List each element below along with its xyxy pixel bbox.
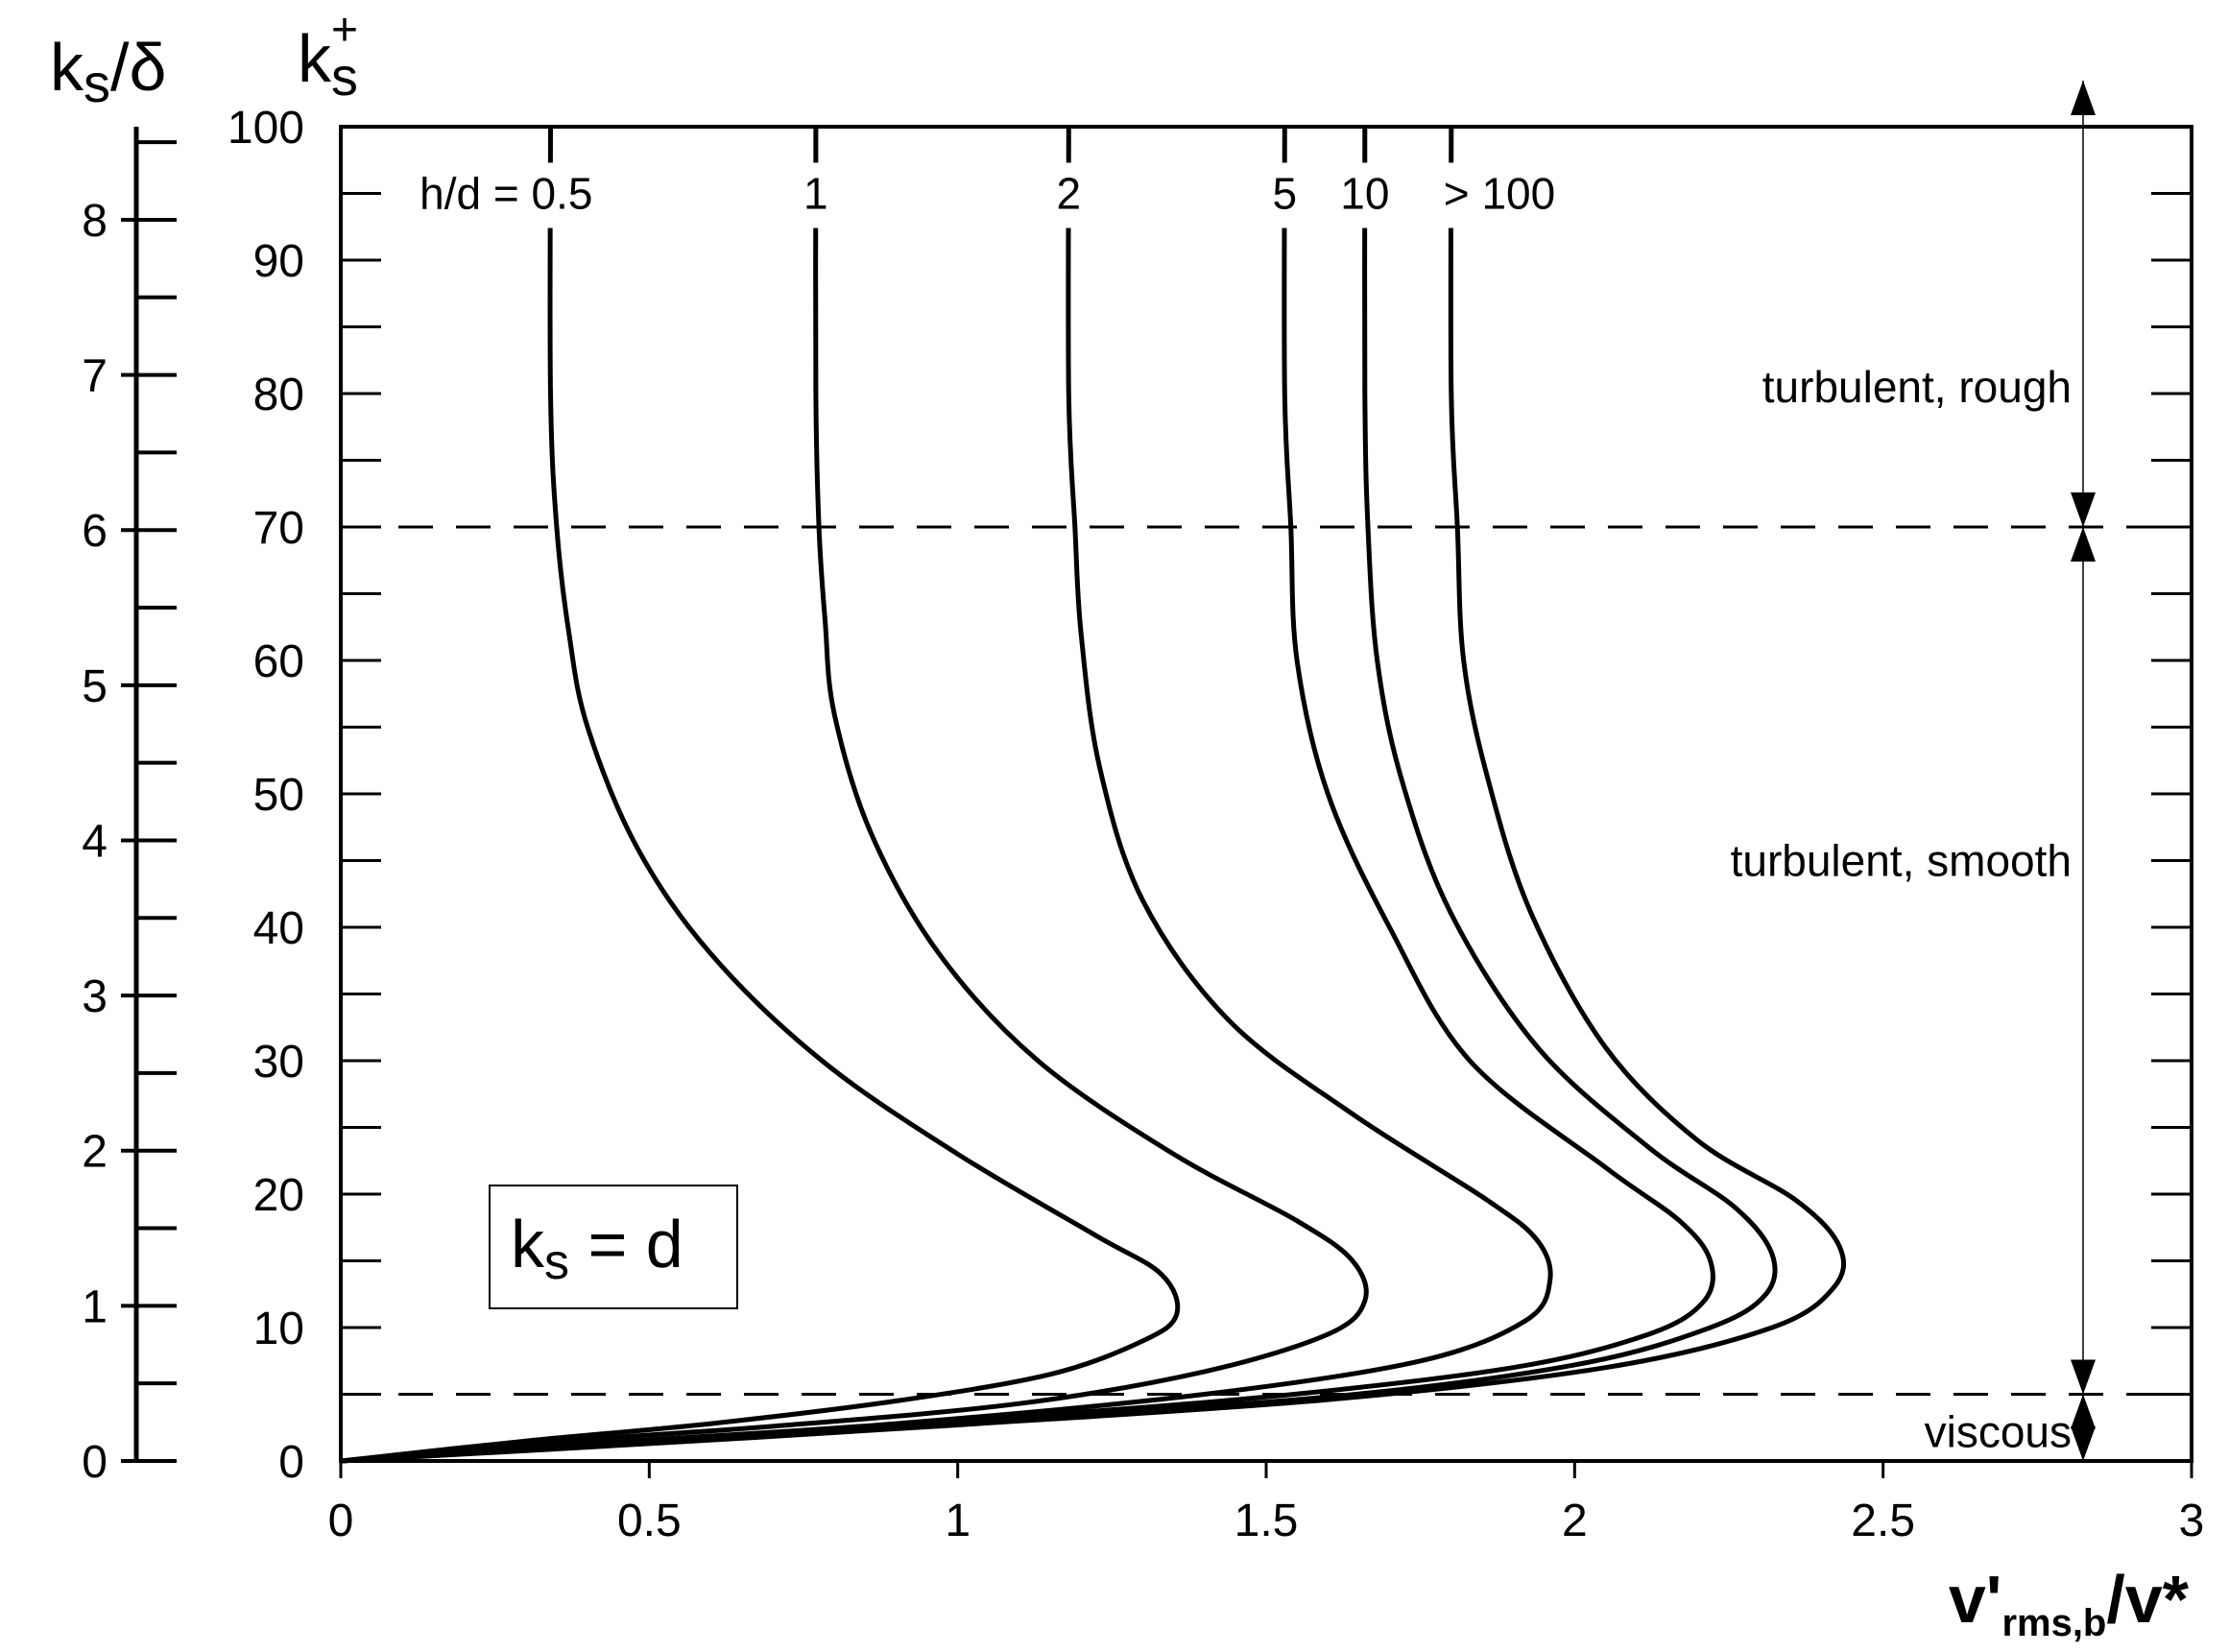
y2-tick-label: 0	[82, 1437, 108, 1488]
regime-label: turbulent, rough	[1762, 362, 2072, 412]
curve-label-bg	[1340, 162, 1390, 228]
regime-arrowhead-up	[2071, 1394, 2096, 1429]
y-tick-label: 100	[228, 103, 304, 154]
curve-series	[340, 126, 1778, 1464]
curve-label: 2	[1057, 169, 1082, 219]
y-tick-label: 50	[253, 770, 304, 821]
y-tick-label: 90	[253, 236, 304, 287]
y2-axis-label: ks/δ	[50, 30, 166, 113]
annotation-tail: = d	[569, 1207, 683, 1281]
curve-series	[340, 126, 1181, 1464]
y-tick-label: 20	[253, 1170, 304, 1221]
curve-label-bg	[1272, 162, 1298, 228]
regime-label: turbulent, smooth	[1731, 836, 2072, 886]
x-label-base: v'	[1949, 1562, 2002, 1637]
y2-tick-label: 2	[82, 1127, 108, 1178]
x-tick-label: 1	[945, 1496, 971, 1546]
y-axis-ticks: 0 10 20 30 40 50 60 70 80 90 100	[228, 103, 2192, 1488]
annotation-sub: s	[544, 1234, 569, 1290]
y-tick-label: 70	[253, 503, 304, 554]
x-tick-label: 1.5	[1234, 1496, 1299, 1546]
ks-delta-axis: 0 1 2 3 4 5 6 7 8	[82, 127, 177, 1488]
y-axis-label: ks+	[298, 5, 358, 107]
x-label-sub: rms,b	[2001, 1602, 2106, 1644]
y-tick-label: 10	[253, 1304, 304, 1354]
y-tick-label: 30	[253, 1037, 304, 1088]
curve-label-bg	[419, 162, 601, 228]
regime-arrowhead-down	[2071, 1359, 2096, 1395]
curve-label: > 100	[1444, 169, 1555, 219]
x-label-tail: /v*	[2106, 1562, 2189, 1637]
x-tick-label: 0.5	[617, 1496, 682, 1546]
regime-arrows: turbulent, rough turbulent, smooth viscous	[1731, 81, 2096, 1461]
curve-series	[340, 126, 1369, 1464]
regime-arrowhead-up	[2071, 527, 2096, 562]
x-tick-label: 2.5	[1851, 1496, 1915, 1546]
curve-labels: h/d = 0.5 1 2 5 10 > 100	[419, 162, 1556, 228]
annotation-base: k	[511, 1207, 545, 1281]
x-tick-label: 3	[2179, 1496, 2205, 1546]
regime-arrowhead-down	[2071, 1426, 2096, 1461]
x-axis-label: v'rms,b/v*	[1949, 1562, 2190, 1644]
y-label-sub: s	[331, 46, 358, 107]
y2-tick-label: 5	[82, 661, 108, 712]
y2-tick-label: 7	[82, 351, 108, 402]
regime-label: viscous	[1925, 1406, 2072, 1456]
curve-label: 10	[1340, 169, 1389, 219]
curve-label: 5	[1272, 169, 1297, 219]
y-label-base: k	[298, 21, 332, 96]
y-tick-label: 80	[253, 370, 304, 420]
y2-label-tail: /δ	[110, 30, 166, 105]
y-tick-label: 40	[253, 903, 304, 954]
annotation-text: ks = d	[511, 1207, 683, 1290]
curve-series	[340, 126, 1847, 1464]
threshold-lines	[341, 525, 2192, 1396]
y-label-sup: +	[331, 5, 358, 56]
y2-tick-label: 1	[82, 1281, 108, 1332]
curve-label-bg	[1443, 162, 1556, 228]
regime-arrowhead-up	[2071, 81, 2096, 115]
y-tick-label: 0	[278, 1437, 304, 1488]
curve-label: 1	[803, 169, 828, 219]
annotation-box	[489, 1185, 738, 1309]
y2-tick-label: 6	[82, 506, 108, 557]
curves	[340, 126, 1847, 1464]
curve-label-bg	[1056, 162, 1082, 228]
curve-label-bg	[803, 162, 828, 228]
y2-tick-label: 3	[82, 971, 108, 1022]
x-tick-label: 0	[328, 1496, 354, 1546]
x-tick-label: 2	[1562, 1496, 1588, 1546]
y2-tick-label: 8	[82, 196, 108, 247]
y2-label-sub: s	[84, 53, 110, 113]
y-tick-label: 60	[253, 636, 304, 687]
curve-label: h/d = 0.5	[419, 169, 592, 219]
regime-arrowhead-down	[2071, 492, 2096, 527]
y2-label-base: k	[50, 30, 84, 105]
y2-tick-label: 4	[82, 816, 108, 867]
x-axis-ticks: 0 0.5 1 1.5 2 2.5 3	[328, 1461, 2205, 1546]
